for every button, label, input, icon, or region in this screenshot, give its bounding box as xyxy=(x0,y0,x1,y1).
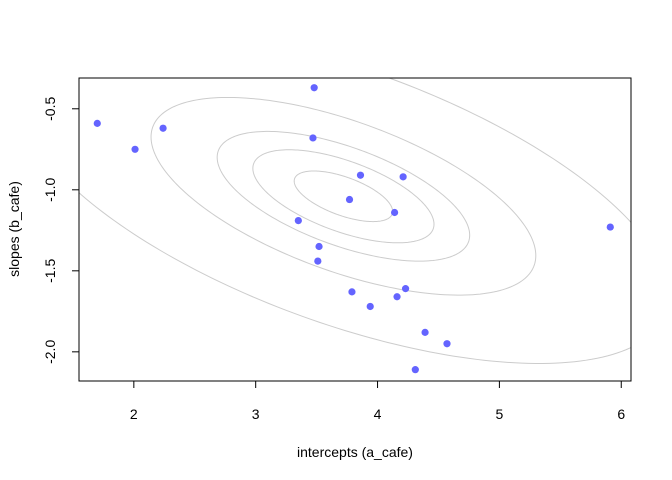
data-point-12 xyxy=(366,302,374,311)
data-point-15 xyxy=(399,173,407,181)
data-point-4 xyxy=(294,216,302,225)
data-point-19 xyxy=(443,340,451,348)
plot-frame xyxy=(78,77,632,382)
x-tick-label: 2 xyxy=(130,406,138,422)
y-tick-label: -2.0 xyxy=(42,340,58,364)
data-point-10 xyxy=(348,288,356,296)
contour-ellipse-2 xyxy=(252,149,435,244)
y-tick-label: -0.5 xyxy=(42,97,58,121)
data-point-6 xyxy=(310,84,318,92)
data-point-2 xyxy=(131,145,139,153)
contour-ellipse-5 xyxy=(79,78,631,364)
contour-ellipse-3 xyxy=(216,130,471,262)
data-point-7 xyxy=(314,257,322,265)
contour-layer xyxy=(79,78,631,364)
y-tick-label: -1.0 xyxy=(42,178,58,202)
y-tick-label: -1.5 xyxy=(42,259,58,283)
data-point-16 xyxy=(401,285,410,293)
data-point-18 xyxy=(421,328,429,336)
data-point-11 xyxy=(356,171,365,179)
data-point-13 xyxy=(391,208,399,217)
data-point-3 xyxy=(159,124,167,132)
x-axis: 2 3 4 5 6 xyxy=(130,380,625,422)
y-axis: -2.0 -1.5 -1.0 -0.5 xyxy=(42,97,80,364)
data-point-5 xyxy=(309,134,317,142)
data-point-17 xyxy=(411,366,419,374)
contour-ellipse-1 xyxy=(293,170,394,223)
data-point-14 xyxy=(393,293,401,301)
x-tick-label: 5 xyxy=(495,406,503,422)
data-point-9 xyxy=(345,195,354,204)
point-layer xyxy=(93,84,614,374)
x-tick-label: 4 xyxy=(374,406,382,422)
x-tick-label: 3 xyxy=(252,406,260,422)
data-point-1 xyxy=(93,119,101,127)
x-tick-label: 6 xyxy=(617,406,625,422)
x-axis-title: intercepts (a_cafe) xyxy=(297,444,413,460)
contour-ellipse-4 xyxy=(150,96,537,296)
data-point-20 xyxy=(606,223,614,231)
data-point-8 xyxy=(315,242,323,251)
y-axis-title: slopes (b_cafe) xyxy=(6,181,22,277)
